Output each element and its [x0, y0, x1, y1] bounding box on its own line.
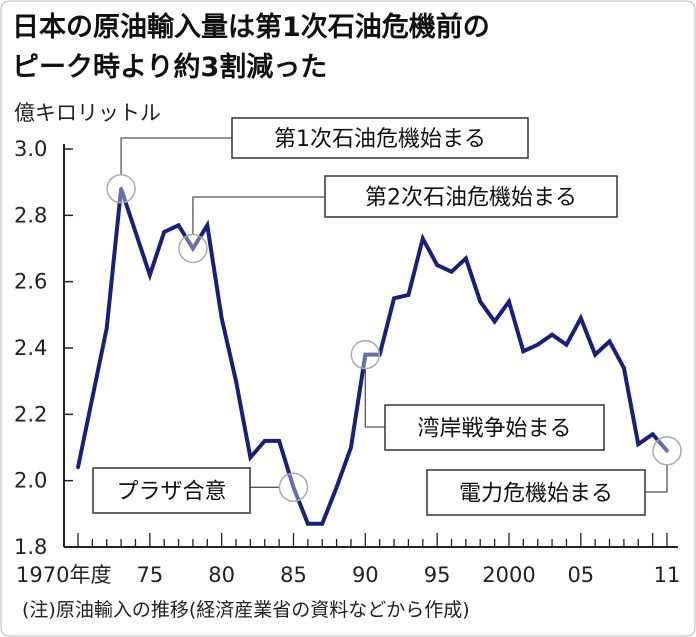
data-point	[219, 316, 224, 320]
data-point	[550, 332, 554, 337]
annotation-box	[231, 117, 529, 159]
x-tick-label: 11	[654, 563, 681, 587]
annotation-label: 第2次石油危機始まる	[365, 186, 577, 211]
data-point	[162, 230, 166, 234]
annotation-label: 電力危機始まる	[459, 482, 613, 507]
data-point	[248, 455, 253, 460]
x-tick-label: 75	[136, 563, 163, 587]
data-point	[492, 319, 497, 324]
annotation-leader	[645, 464, 668, 493]
data-point	[104, 326, 109, 330]
y-tick-label: 3.0	[14, 137, 47, 161]
data-point	[507, 299, 511, 304]
y-tick-label: 2.4	[14, 336, 47, 360]
data-point	[579, 316, 583, 320]
x-tick-label: 2000	[482, 563, 535, 587]
data-point	[291, 485, 296, 490]
annotation-marker-circle	[178, 233, 208, 264]
annotation-label: プラザ合意	[116, 480, 226, 505]
annotation-box	[92, 467, 251, 514]
annotation-marker-circle	[278, 472, 309, 503]
import-volume-line	[76, 188, 669, 526]
data-point	[349, 445, 353, 450]
data-point	[521, 349, 526, 354]
y-tick-label: 2.6	[14, 270, 47, 294]
data-point	[363, 352, 368, 357]
data-point	[320, 521, 325, 526]
data-point	[435, 263, 439, 267]
data-point	[478, 299, 483, 304]
data-point	[76, 465, 80, 470]
data-point	[622, 366, 626, 370]
data-point	[665, 449, 669, 453]
data-point	[607, 339, 612, 344]
annotation-label: 湾岸戦争始まる	[417, 417, 571, 442]
data-point	[449, 269, 454, 274]
data-point	[176, 223, 181, 228]
source-note: (注)原油輸入の推移(経済産業省の資料などから作成)	[22, 599, 470, 621]
annotation-label: 第1次石油危機始まる	[274, 127, 486, 152]
data-point	[406, 293, 411, 297]
y-axis-unit-label: 億キロリットル	[14, 101, 161, 125]
data-point	[464, 256, 468, 261]
x-tick-label: 95	[424, 563, 451, 587]
annotation-leader	[120, 137, 232, 175]
annotation-leader	[364, 368, 385, 428]
data-point	[234, 379, 238, 383]
data-point	[148, 273, 152, 277]
annotation-marker-circle	[652, 436, 682, 466]
annotation-marker-circle	[106, 174, 136, 204]
data-point	[650, 432, 655, 437]
data-point	[593, 352, 597, 357]
annotation-box	[426, 469, 646, 516]
data-point	[191, 246, 195, 251]
x-tick-label: 80	[208, 563, 235, 587]
annotation-box	[384, 404, 605, 451]
data-point	[306, 521, 310, 526]
data-point	[535, 342, 540, 347]
x-tick-label: 85	[280, 563, 307, 587]
x-tick-label: 05	[567, 563, 594, 587]
data-point	[392, 296, 396, 301]
annotation-leader	[192, 196, 325, 235]
annotation-box	[324, 175, 618, 218]
x-tick-label: 1970年度	[16, 563, 111, 587]
annotation-marker-circle	[350, 339, 381, 370]
data-point	[420, 236, 425, 241]
y-tick-label: 2.8	[14, 203, 47, 227]
data-point	[277, 439, 281, 443]
data-point	[205, 223, 210, 228]
data-point	[119, 187, 123, 191]
y-tick-label: 2.0	[14, 469, 47, 493]
data-point	[133, 230, 138, 234]
y-tick-label: 1.8	[14, 535, 47, 559]
chart-title-line2: ピーク時より約3割減った	[12, 51, 327, 83]
data-point	[334, 485, 339, 490]
data-point	[90, 395, 95, 400]
data-point	[564, 342, 569, 347]
data-point	[262, 439, 267, 443]
chart-title-line1: 日本の原油輸入量は第1次石油危機前の	[12, 11, 490, 43]
y-tick-label: 2.2	[14, 402, 47, 426]
x-tick-label: 90	[352, 563, 379, 587]
data-point	[636, 442, 641, 446]
